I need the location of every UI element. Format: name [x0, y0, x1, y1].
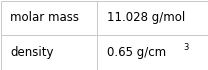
Text: 0.65 g/cm: 0.65 g/cm: [107, 46, 166, 59]
Text: density: density: [10, 46, 53, 59]
Text: 11.028 g/mol: 11.028 g/mol: [107, 11, 185, 24]
Text: molar mass: molar mass: [10, 11, 79, 24]
Text: 3: 3: [183, 43, 188, 52]
